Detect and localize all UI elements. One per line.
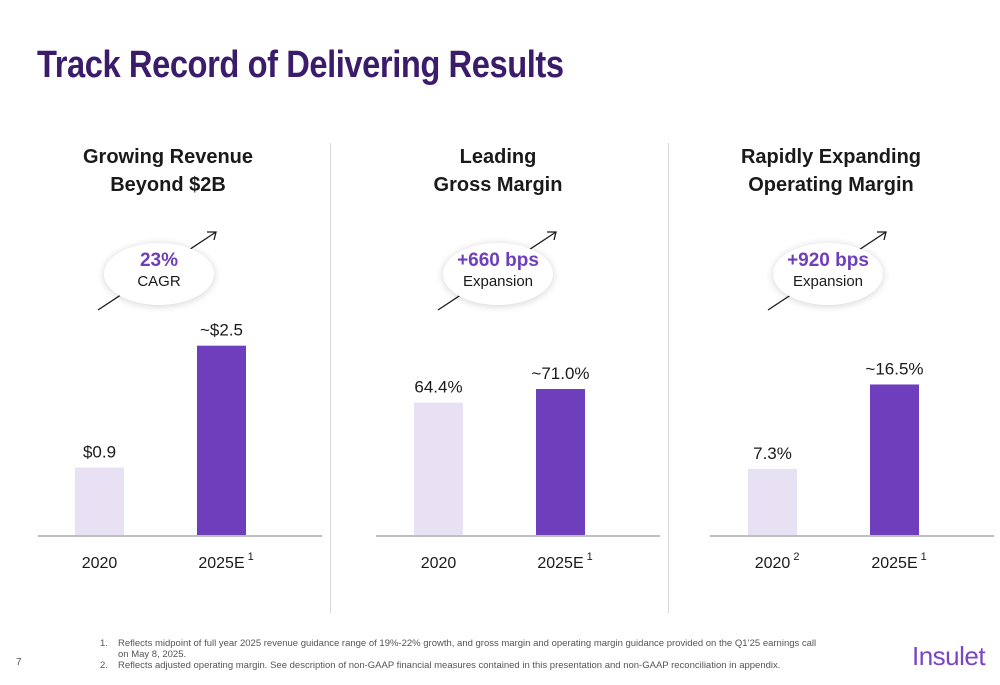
panel-title-line1: Rapidly Expanding <box>740 146 922 168</box>
expansion-badge: +660 bps Expansion <box>443 243 553 305</box>
panel-title-line2: Beyond $2B <box>110 174 226 196</box>
panel-title: Rapidly Expanding Operating Margin <box>665 143 997 199</box>
page-title: Track Record of Delivering Results <box>37 44 564 86</box>
tick-label: 2025E <box>871 555 917 572</box>
badge-value: +660 bps <box>457 250 539 271</box>
tick-label: 2025E <box>198 555 244 572</box>
operating-margin-panel: Rapidly Expanding Operating Margin +920 … <box>668 0 1000 685</box>
tick-label: 2020 <box>755 555 791 572</box>
tick-label: 2025E <box>537 555 583 572</box>
data-label: $0.9 <box>83 442 116 461</box>
tick-label: 2020 <box>421 555 457 572</box>
footnotes: 1. Reflects midpoint of full year 2025 r… <box>100 638 820 671</box>
page-number: 7 <box>16 657 22 668</box>
footnote-number: 2. <box>100 660 108 671</box>
badge-value: +920 bps <box>787 250 869 271</box>
badge-caption: Expansion <box>462 273 534 290</box>
bar <box>197 345 246 536</box>
footnote-number: 1. <box>100 638 108 649</box>
data-label: ~16.5% <box>865 359 923 378</box>
operating-margin-bar-chart: 7.3% 2020 2 ~16.5% 2025E 1 <box>710 359 994 572</box>
panel-divider <box>668 143 669 613</box>
bar <box>75 467 124 536</box>
tick-label: 2020 <box>82 555 118 572</box>
data-label: ~71.0% <box>531 364 589 383</box>
revenue-bar-chart: $0.9 2020 ~$2.5 2025E 1 <box>38 321 322 572</box>
company-logo: Insulet <box>912 641 986 671</box>
footnote: 2. Reflects adjusted operating margin. S… <box>100 660 820 671</box>
bar <box>414 402 463 536</box>
footnote-marker: 1 <box>248 551 254 563</box>
panel-title: Growing Revenue Beyond $2B <box>3 143 333 199</box>
bar <box>748 468 797 536</box>
data-label: ~$2.5 <box>200 321 243 340</box>
footnote-marker: 2 <box>793 551 799 563</box>
badge-value: 23% <box>139 250 179 271</box>
bar <box>870 384 919 536</box>
footnote-marker: 1 <box>921 551 927 563</box>
panel-title-line2: Gross Margin <box>433 174 563 196</box>
panel-title: Leading Gross Margin <box>329 143 667 199</box>
footnote-text: Reflects midpoint of full year 2025 reve… <box>118 638 817 660</box>
badge-caption: Expansion <box>792 273 864 290</box>
expansion-badge: +920 bps Expansion <box>773 243 883 305</box>
footnote: 1. Reflects midpoint of full year 2025 r… <box>100 638 820 660</box>
badge-caption: CAGR <box>137 273 181 290</box>
gross-margin-bar-chart: 64.4% 2020 ~71.0% 2025E 1 <box>376 364 660 572</box>
panel-divider <box>330 143 331 613</box>
footnote-text: Reflects adjusted operating margin. See … <box>118 660 781 671</box>
panel-title-line2: Operating Margin <box>748 174 914 196</box>
data-label: 7.3% <box>753 444 792 463</box>
revenue-panel: Growing Revenue Beyond $2B 23% CAGR $0.9… <box>0 0 330 685</box>
bar <box>536 389 585 536</box>
panel-title-line1: Growing Revenue <box>82 146 254 168</box>
data-label: 64.4% <box>414 378 462 397</box>
gross-margin-panel: Leading Gross Margin +660 bps Expansion … <box>330 0 668 685</box>
cagr-badge: 23% CAGR <box>104 243 214 305</box>
footnote-marker: 1 <box>587 551 593 563</box>
panel-title-line1: Leading <box>459 146 537 168</box>
